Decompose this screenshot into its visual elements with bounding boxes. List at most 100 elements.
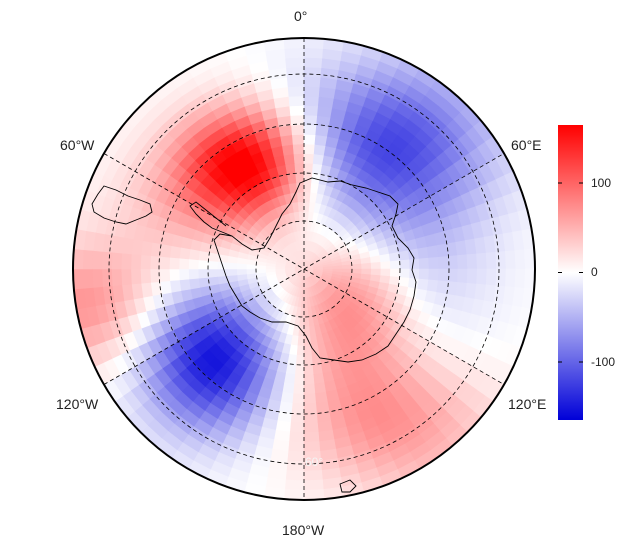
field-cell	[370, 261, 382, 270]
antarctica-coastline	[213, 177, 417, 363]
field-cell	[292, 143, 305, 155]
field-cell	[226, 268, 238, 277]
field-cell	[466, 268, 478, 285]
field-cell	[294, 364, 305, 376]
field-cell	[285, 163, 296, 175]
field-cell	[314, 391, 328, 404]
field-cell	[281, 144, 295, 156]
field-cell	[303, 47, 324, 59]
field-cell	[130, 253, 142, 270]
field-cell	[300, 230, 305, 241]
field-cell	[290, 412, 305, 424]
field-cell	[82, 249, 94, 270]
label-lon-60w: 60°W	[60, 137, 95, 153]
field-cell	[342, 264, 353, 270]
field-cell	[101, 251, 113, 270]
field-cell	[284, 479, 305, 491]
field-cell	[296, 335, 305, 347]
field-cell	[312, 372, 325, 385]
field-cell	[188, 277, 201, 290]
field-cell	[418, 257, 430, 270]
field-cell	[286, 76, 305, 88]
field-cell	[389, 268, 401, 278]
field-cell	[303, 153, 315, 164]
label-lon-180: 180°W	[282, 522, 325, 538]
field-cell	[370, 268, 382, 277]
field-cell	[417, 246, 429, 260]
field-cell	[286, 66, 305, 78]
colorbar-label-neg100: -100	[591, 355, 616, 369]
field-cell	[130, 268, 142, 285]
field-cell	[91, 268, 103, 288]
field-cell	[457, 254, 468, 270]
field-cell	[168, 268, 180, 282]
field-cell	[286, 172, 297, 185]
field-cell	[236, 268, 247, 276]
field-cell	[303, 402, 317, 414]
field-cell	[278, 124, 293, 137]
field-cell	[303, 316, 310, 328]
field-cell	[178, 268, 190, 281]
field-cell	[436, 280, 449, 295]
field-cell	[303, 489, 325, 500]
label-lat-60: 60°	[305, 455, 324, 469]
field-cell	[197, 268, 209, 279]
field-cell	[303, 182, 312, 193]
field-cell	[313, 382, 327, 394]
field-cell	[291, 402, 305, 414]
field-cell	[399, 268, 411, 279]
field-cell	[370, 255, 382, 264]
field-cell	[303, 56, 323, 68]
field-cell	[303, 66, 322, 78]
field-cell	[159, 256, 171, 270]
label-lon-120e: 120°E	[508, 396, 547, 412]
field-cell	[198, 277, 210, 288]
field-cell	[380, 268, 391, 277]
field-cell	[178, 257, 190, 270]
field-cell	[311, 353, 322, 366]
field-cell	[303, 143, 316, 155]
field-cell	[169, 279, 182, 293]
field-cell	[287, 85, 305, 97]
field-cell	[293, 153, 305, 164]
field-cell	[82, 268, 94, 289]
field-cell	[101, 268, 113, 287]
south-america-tip	[91, 185, 153, 225]
field-cell	[312, 363, 323, 375]
field-cell	[255, 268, 266, 274]
field-cell	[289, 422, 305, 433]
field-cell	[485, 268, 497, 287]
field-cell	[283, 38, 305, 49]
field-cell	[297, 201, 305, 212]
field-cell	[292, 383, 305, 395]
field-cell	[428, 268, 440, 282]
field-cell	[379, 253, 391, 263]
field-cell	[291, 393, 305, 405]
field-cell	[73, 268, 84, 290]
field-cell	[283, 153, 296, 166]
field-cell	[303, 335, 312, 347]
field-cell	[298, 210, 305, 222]
field-cell	[296, 191, 305, 203]
field-cell	[91, 250, 103, 270]
field-cell	[409, 258, 420, 270]
field-cell	[294, 162, 305, 174]
field-cell	[288, 95, 305, 107]
field-cell	[169, 245, 182, 259]
colorbar-gradient	[558, 125, 583, 420]
field-cell	[303, 191, 312, 203]
field-cell	[437, 256, 449, 270]
field-cell	[140, 268, 151, 284]
label-lon-60e: 60°E	[511, 137, 542, 153]
field-cell	[303, 95, 320, 107]
map-boundary	[72, 37, 536, 501]
field-cell	[281, 382, 295, 394]
field-cell	[168, 256, 180, 270]
field-cell	[291, 124, 305, 136]
field-cell	[265, 268, 276, 273]
field-cell	[303, 354, 313, 366]
field-cell	[476, 252, 488, 270]
field-cell	[278, 401, 293, 414]
field-cell	[188, 268, 199, 280]
